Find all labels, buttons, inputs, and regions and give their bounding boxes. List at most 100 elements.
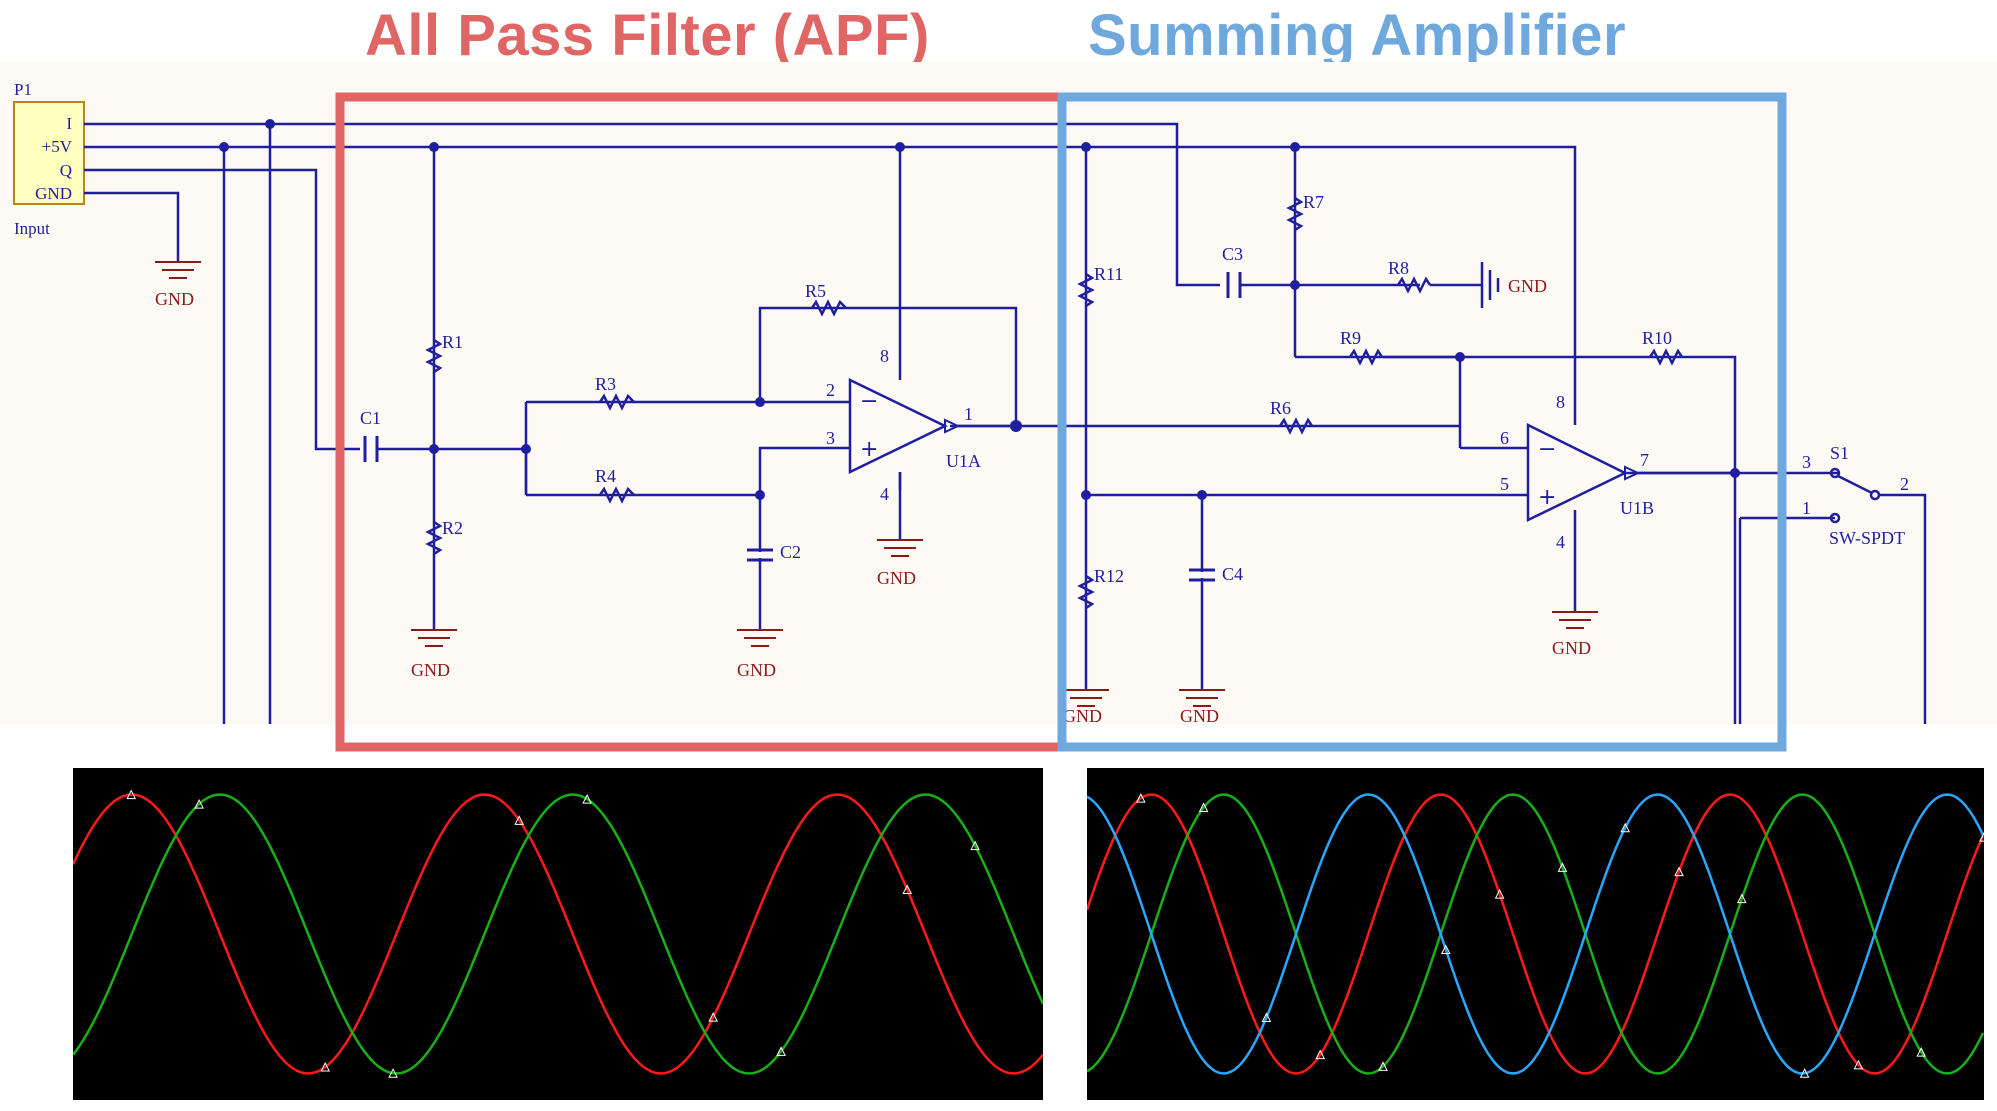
- scope-left-marker: [970, 840, 980, 851]
- resistor-r12: [1077, 574, 1095, 610]
- svg-text:−: −: [1538, 437, 1556, 462]
- scope-right-marker: [1799, 1068, 1810, 1078]
- scope-left-marker: [126, 789, 137, 800]
- connector-pin-gnd: GND: [35, 184, 72, 203]
- pin-8-u1a: 8: [880, 346, 889, 366]
- svg-text:+: +: [860, 437, 878, 462]
- connector-pin-i: I: [66, 114, 72, 133]
- gnd-label-input: GND: [155, 289, 194, 309]
- label-c1: C1: [360, 408, 381, 428]
- resistor-r11: [1077, 272, 1095, 308]
- gnd-label-r2: GND: [411, 660, 450, 680]
- summing-amplifier-box: [1057, 92, 1787, 752]
- scope-right-trace-red: [1087, 793, 1984, 1075]
- gnd-label-r8: GND: [1508, 276, 1547, 296]
- scope-right-marker: [1853, 1059, 1864, 1070]
- svg-text:−: −: [860, 389, 878, 414]
- scope-left-marker: [582, 794, 592, 804]
- gnd-symbol-c4: [1179, 689, 1225, 707]
- scope-right-trace-green: [1087, 793, 1984, 1075]
- gnd-label-c2: GND: [737, 660, 776, 680]
- pin-1-s1: 1: [1802, 498, 1811, 518]
- scope-left-marker: [902, 884, 913, 895]
- scope-left-marker: [388, 1068, 398, 1078]
- label-s1: S1: [1830, 443, 1849, 463]
- label-r12: R12: [1094, 566, 1124, 586]
- pin-5-u1b: 5: [1500, 474, 1509, 494]
- label-r8: R8: [1388, 258, 1409, 278]
- label-r6: R6: [1270, 398, 1291, 418]
- label-r4: R4: [595, 466, 616, 486]
- resistor-r5: [810, 299, 847, 317]
- connector-p1: P1 I +5V Q GND Input: [13, 80, 85, 238]
- scope-right-marker: [1136, 793, 1146, 803]
- junctions: [219, 119, 1740, 500]
- resistor-r6: [1278, 417, 1314, 435]
- apf-title: All Pass Filter (APF): [365, 3, 930, 68]
- scope-right-marker: [1557, 862, 1568, 872]
- scope-right-marker: [1916, 1046, 1927, 1057]
- connector-body: [13, 101, 85, 205]
- gnd-symbol-c2: [737, 629, 783, 647]
- component-labels: R1 R2 R3 R4 R5 R6 R7 R8 R9 R10 R11 R12 C…: [360, 192, 1909, 586]
- svg-text:+: +: [1538, 485, 1556, 510]
- label-u1b: U1B: [1620, 498, 1654, 518]
- pin-3-u1a: 3: [826, 428, 835, 448]
- pin-2-s1: 2: [1900, 474, 1909, 494]
- label-u1a: U1A: [946, 451, 981, 471]
- resistor-r7: [1286, 196, 1304, 232]
- scope-left: [73, 768, 1043, 1100]
- label-r7: R7: [1303, 192, 1324, 212]
- scope-right-background: [1087, 768, 1984, 1100]
- opamp-u1b: [1526, 422, 1628, 522]
- switch-s1: [1829, 467, 1881, 524]
- pin-8-u1b: 8: [1556, 392, 1565, 412]
- scope-right-trace-blue: [1087, 793, 1984, 1075]
- scope-right-marker: [1378, 1061, 1388, 1071]
- gnd-label-u1a: GND: [877, 568, 916, 588]
- scope-right-marker: [1440, 944, 1451, 955]
- scope-right-marker: [1674, 866, 1684, 877]
- pin-4-u1a: 4: [880, 484, 889, 504]
- gnd-label-c4: GND: [1180, 706, 1219, 726]
- label-r10: R10: [1642, 328, 1672, 348]
- scope-left-background: [73, 768, 1043, 1100]
- gnd-label-r12: GND: [1063, 706, 1102, 726]
- r8-gnd-symbol: [1475, 262, 1500, 308]
- gnd-symbol-u1b: [1552, 611, 1598, 629]
- gnd-symbol-r12: [1063, 689, 1109, 707]
- scope-right-marker: [1494, 888, 1505, 899]
- label-sw-spdt: SW-SPDT: [1829, 528, 1905, 548]
- pin-2-u1a: 2: [826, 380, 835, 400]
- label-r1: R1: [442, 332, 463, 352]
- gnd-symbol-input: [155, 261, 201, 279]
- scope-right-marker: [1261, 1012, 1272, 1023]
- resistor-r3: [598, 393, 635, 411]
- label-r5: R5: [805, 281, 826, 301]
- connector-pin-q: Q: [60, 161, 72, 180]
- resistor-r2: [425, 520, 443, 556]
- scope-right: [1087, 768, 1984, 1100]
- scope-left-marker: [514, 815, 525, 825]
- scope-left-marker: [776, 1046, 786, 1056]
- gnd-symbol-r2: [411, 629, 457, 647]
- label-c2: C2: [780, 542, 801, 562]
- label-c3: C3: [1222, 244, 1243, 264]
- resistor-r9: [1348, 348, 1384, 366]
- schematic-background: [0, 62, 1997, 724]
- scope-left-marker: [708, 1012, 719, 1022]
- resistor-r8: [1396, 276, 1432, 294]
- scope-left-trace-green: [73, 793, 1043, 1075]
- label-c4: C4: [1222, 564, 1243, 584]
- label-r2: R2: [442, 518, 463, 538]
- resistors: [425, 196, 1684, 610]
- scope-right-marker: [1315, 1049, 1326, 1060]
- gnd-labels: GND GND GND GND GND GND GND GND: [155, 276, 1591, 726]
- connector-name: Input: [14, 219, 50, 238]
- pin-4-u1b: 4: [1556, 532, 1565, 552]
- resistor-r4: [598, 486, 635, 504]
- scope-right-marker: [1737, 893, 1747, 904]
- capacitor-c3: [1226, 272, 1242, 298]
- pin-7-u1b: 7: [1640, 450, 1649, 470]
- schematic: P1 I +5V Q GND Input: [0, 62, 1997, 752]
